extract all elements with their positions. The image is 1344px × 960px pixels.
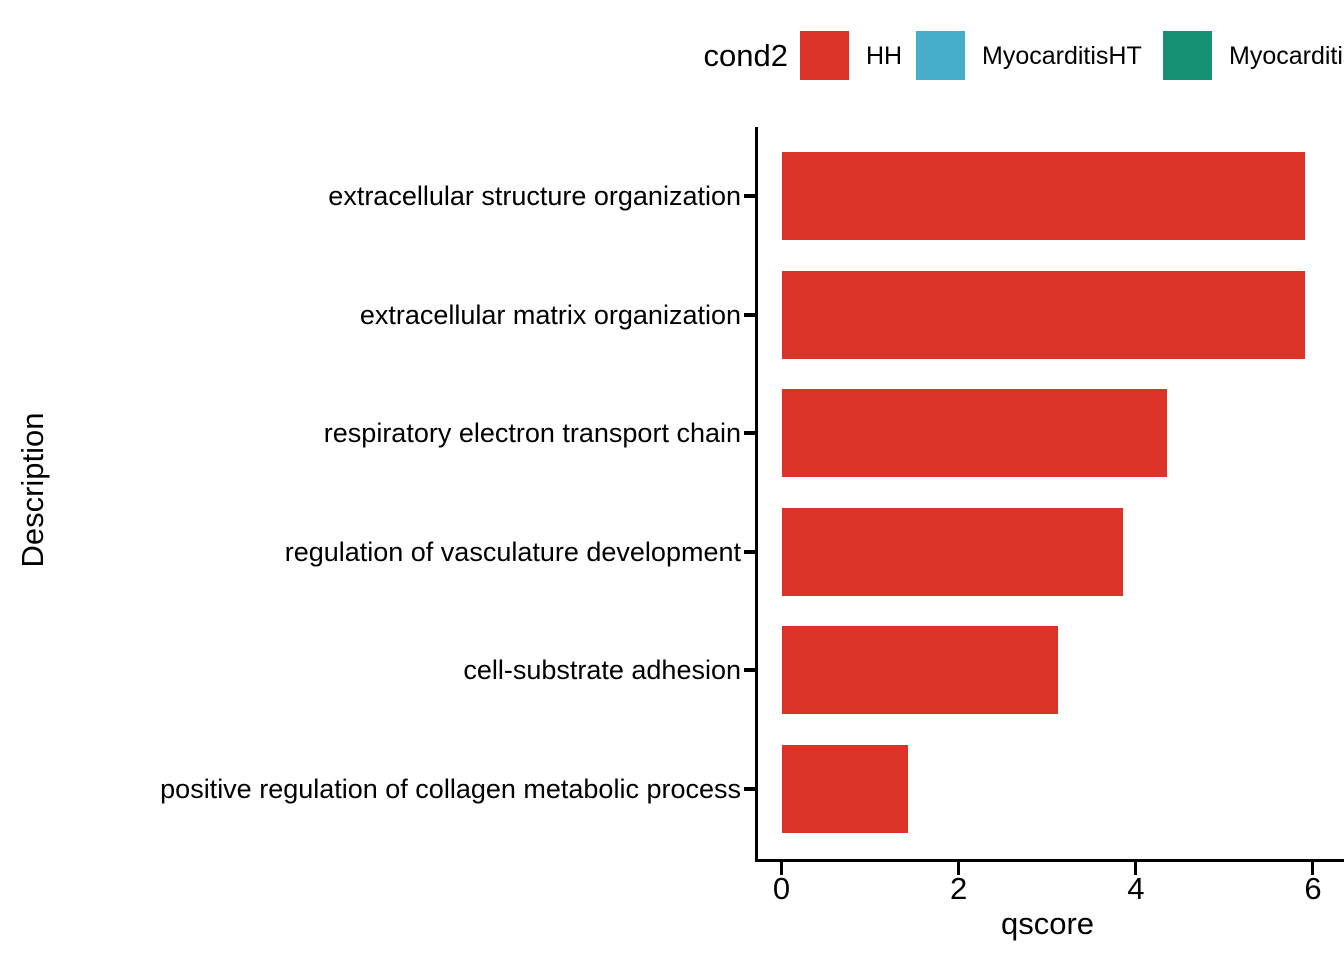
y-axis-tick — [744, 431, 756, 436]
category-label: regulation of vasculature development — [284, 536, 741, 567]
x-tick-label: 4 — [1127, 871, 1145, 906]
legend-title: cond2 — [703, 38, 788, 73]
y-axis-tick — [744, 194, 756, 198]
category-label: extracellular structure organization — [328, 181, 741, 211]
legend-label: Myocarditis — [1229, 42, 1344, 70]
y-axis-title: Description — [15, 412, 50, 568]
x-axis-tick — [1134, 862, 1138, 875]
bar-hh — [782, 152, 1305, 240]
bar-hh — [782, 626, 1059, 715]
y-axis-tick — [744, 787, 756, 791]
legend-label: MyocarditisHT — [982, 42, 1142, 70]
category-label: positive regulation of collagen metaboli… — [160, 774, 741, 804]
y-axis-tick — [744, 549, 756, 554]
y-axis-tick — [744, 668, 756, 673]
y-axis-tick — [744, 312, 756, 317]
bar-hh — [782, 270, 1305, 359]
y-axis-line — [755, 127, 758, 862]
category-label: cell-substrate adhesion — [463, 655, 741, 686]
x-tick-label: 0 — [772, 871, 791, 906]
x-tick-label: 6 — [1304, 871, 1322, 906]
x-axis-tick — [957, 862, 961, 875]
x-tick-label: 2 — [950, 871, 968, 906]
x-axis-tick — [780, 862, 783, 875]
category-label: extracellular matrix organization — [359, 299, 741, 330]
legend-swatch-icon — [916, 31, 965, 80]
legend-swatch-icon — [1163, 31, 1212, 80]
bar-hh — [782, 507, 1124, 596]
legend-label: HH — [866, 42, 903, 70]
x-axis-tick — [1311, 862, 1315, 875]
bar-hh — [782, 745, 908, 833]
bar-hh — [782, 389, 1168, 478]
legend-swatch-icon — [800, 31, 849, 80]
x-axis-title: qscore — [1000, 906, 1095, 941]
x-axis-line — [755, 859, 1344, 862]
category-label: respiratory electron transport chain — [323, 418, 741, 449]
